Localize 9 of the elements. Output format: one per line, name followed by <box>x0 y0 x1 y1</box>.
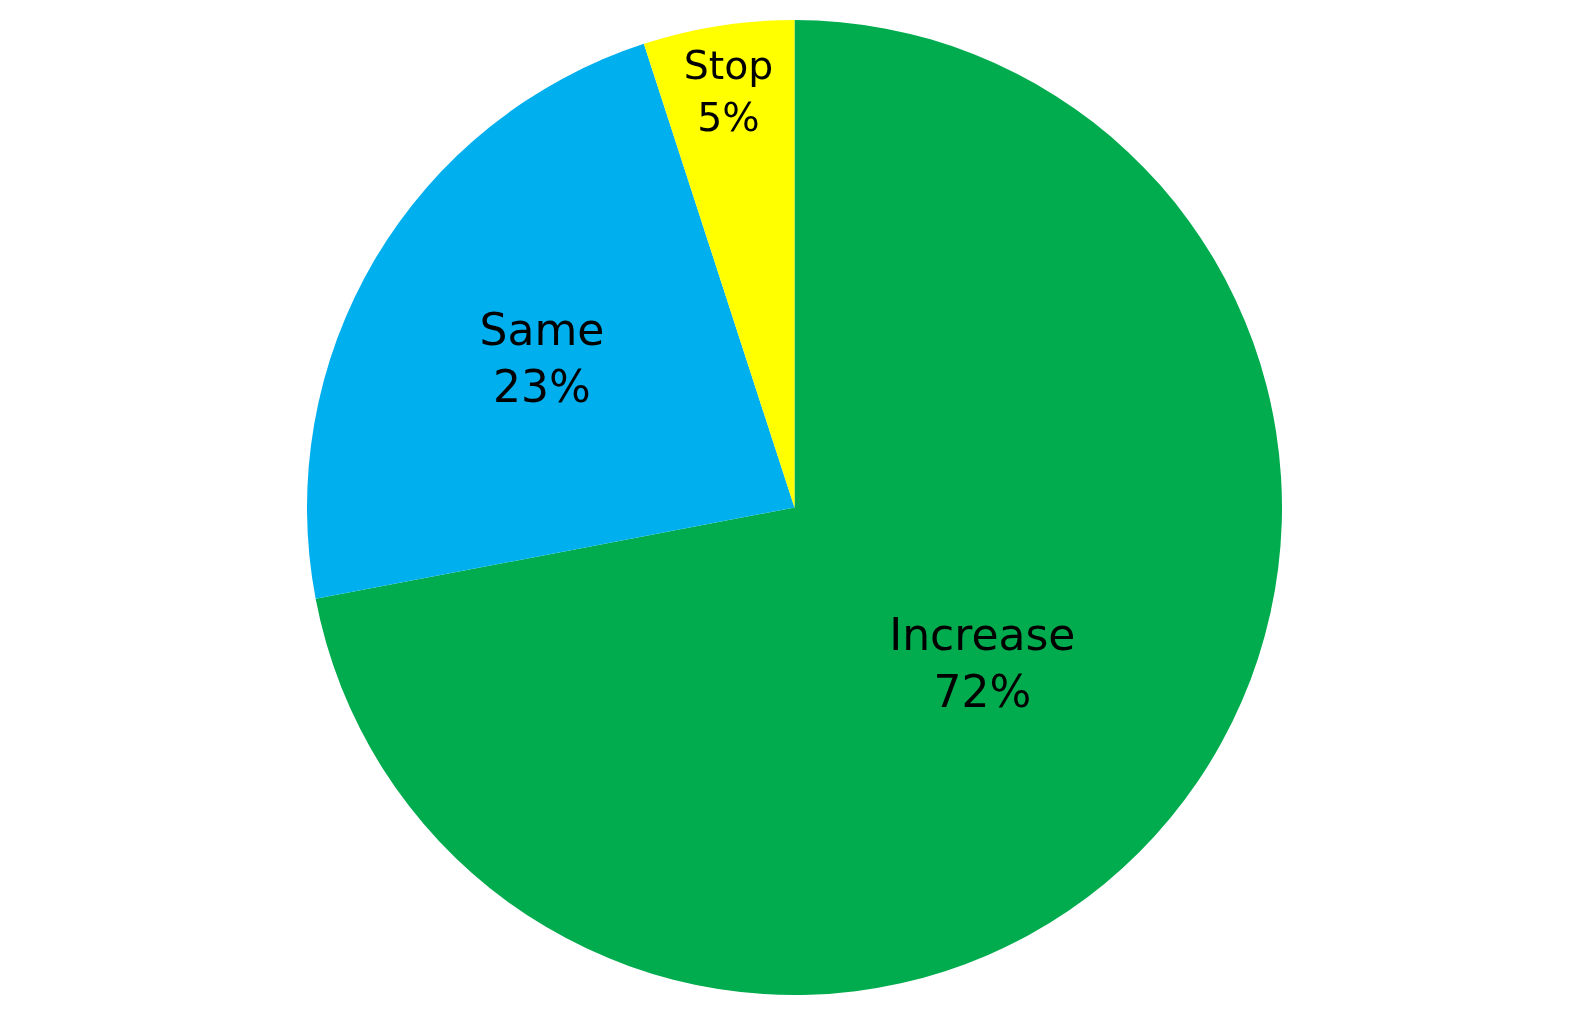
slice-label: Same <box>479 304 605 356</box>
data-label: 72% <box>933 665 1032 717</box>
slice-label: Increase <box>889 608 1076 660</box>
data-label: 23% <box>493 361 591 413</box>
pie-slice <box>643 20 795 508</box>
pie-slice <box>307 43 795 599</box>
data-label: 5% <box>697 93 760 140</box>
pie-slice <box>315 20 1282 995</box>
slice-label: Stop <box>683 42 774 89</box>
